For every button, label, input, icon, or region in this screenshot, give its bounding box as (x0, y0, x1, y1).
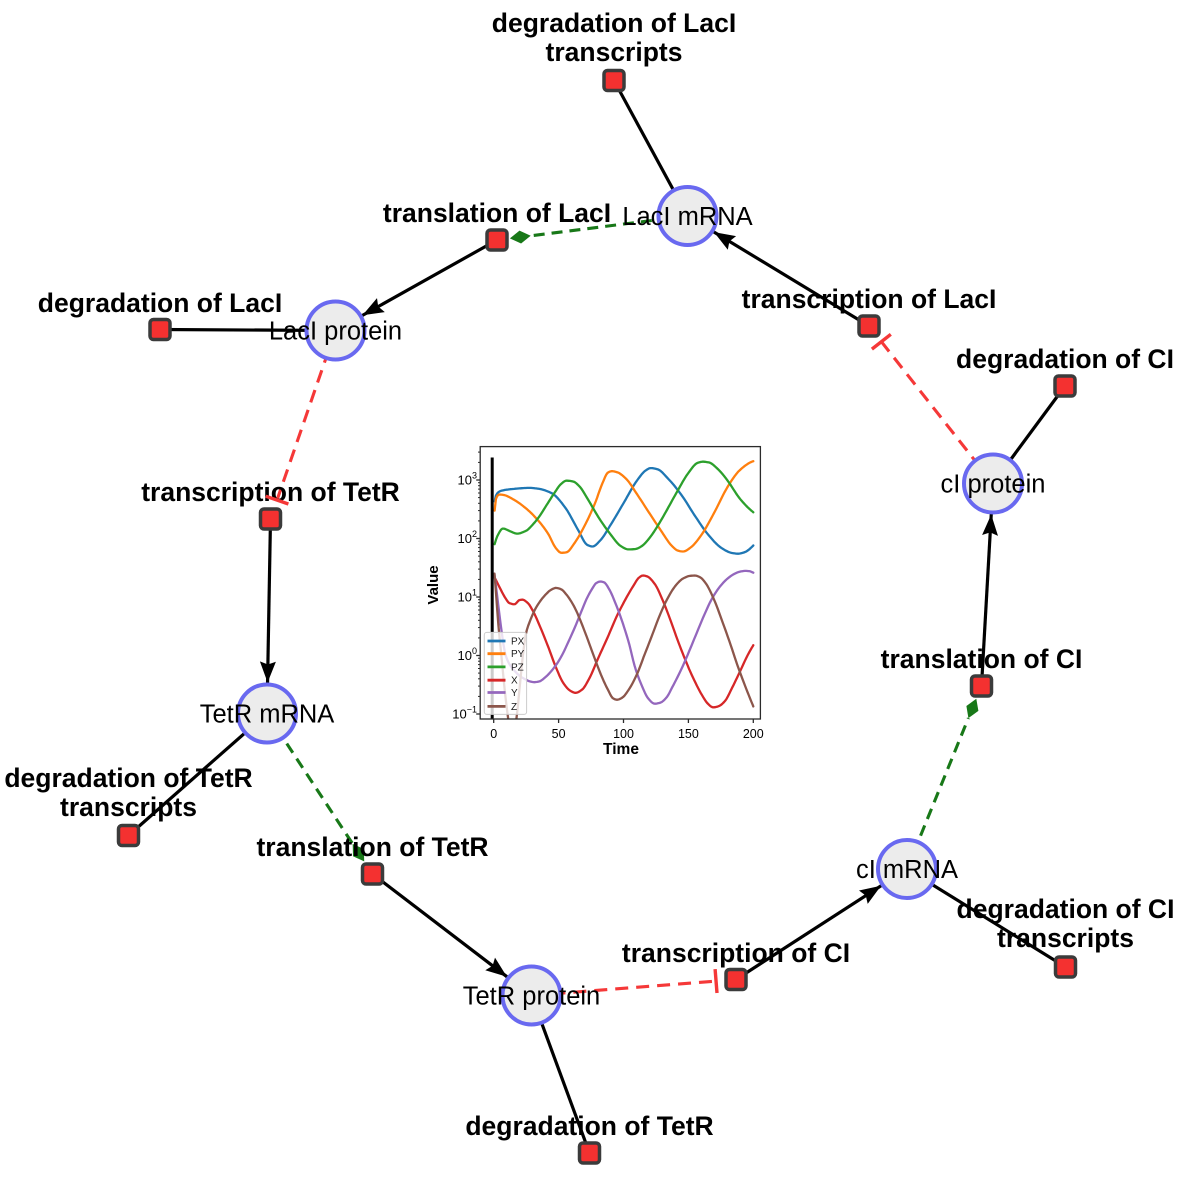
svg-text:Z: Z (511, 702, 517, 713)
svg-text:degradation of CI: degradation of CI (956, 344, 1174, 374)
svg-text:translation of CI: translation of CI (881, 644, 1083, 674)
svg-text:200: 200 (743, 727, 764, 741)
svg-text:transcripts: transcripts (997, 923, 1134, 953)
svg-text:transcription of CI: transcription of CI (622, 938, 850, 968)
svg-text:PY: PY (511, 649, 525, 660)
svg-text:TetR protein: TetR protein (463, 983, 601, 1011)
svg-text:150: 150 (678, 727, 699, 741)
svg-text:Value: Value (425, 565, 442, 604)
svg-text:0: 0 (490, 727, 497, 741)
svg-text:transcription of LacI: transcription of LacI (742, 284, 997, 314)
svg-text:Time: Time (603, 741, 639, 758)
svg-text:transcription of TetR: transcription of TetR (141, 477, 400, 507)
svg-text:transcripts: transcripts (60, 792, 197, 822)
svg-text:100: 100 (613, 727, 634, 741)
svg-text:degradation of TetR: degradation of TetR (465, 1111, 713, 1141)
svg-text:translation of LacI: translation of LacI (383, 198, 611, 228)
svg-text:degradation of TetR: degradation of TetR (4, 763, 252, 793)
svg-text:PZ: PZ (511, 662, 524, 673)
svg-text:50: 50 (552, 727, 566, 741)
svg-text:X: X (511, 676, 518, 687)
svg-text:cI mRNA: cI mRNA (856, 856, 958, 884)
svg-text:PX: PX (511, 637, 525, 648)
svg-text:degradation of LacI: degradation of LacI (492, 8, 736, 38)
svg-text:Y: Y (511, 688, 518, 699)
svg-text:transcripts: transcripts (546, 37, 683, 67)
svg-text:LacI mRNA: LacI mRNA (622, 203, 752, 231)
svg-text:LacI protein: LacI protein (269, 318, 402, 346)
svg-text:cI protein: cI protein (941, 471, 1046, 499)
svg-text:degradation of CI: degradation of CI (957, 894, 1175, 924)
svg-text:degradation of LacI: degradation of LacI (38, 288, 282, 318)
svg-text:translation of TetR: translation of TetR (256, 832, 488, 862)
svg-text:TetR mRNA: TetR mRNA (200, 701, 335, 729)
